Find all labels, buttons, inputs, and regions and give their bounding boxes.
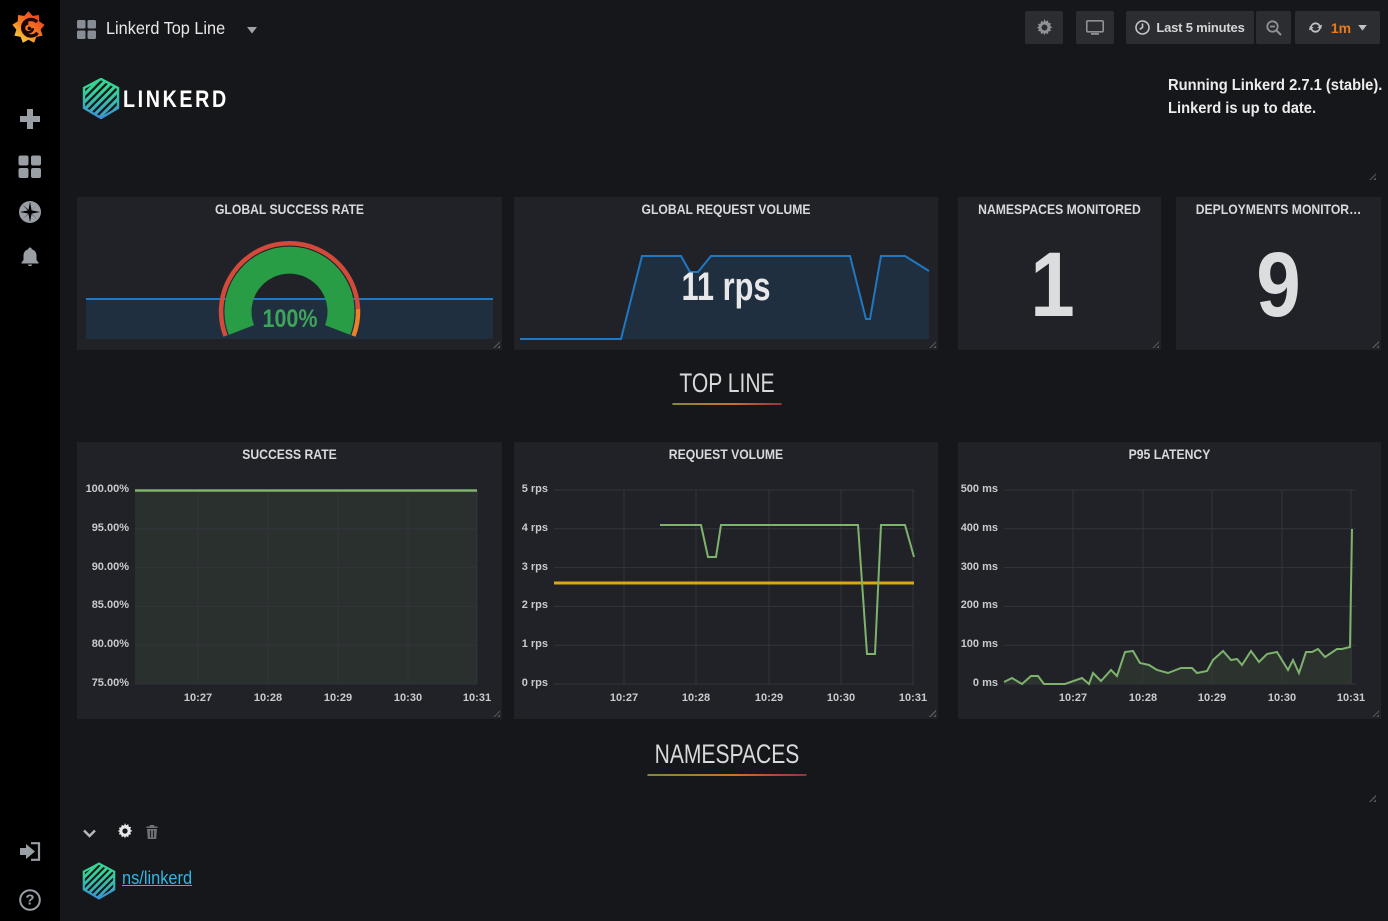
svg-text:100%: 100% bbox=[263, 305, 318, 333]
svg-text:11 rps: 11 rps bbox=[682, 265, 771, 309]
svg-text:?: ? bbox=[25, 892, 34, 909]
